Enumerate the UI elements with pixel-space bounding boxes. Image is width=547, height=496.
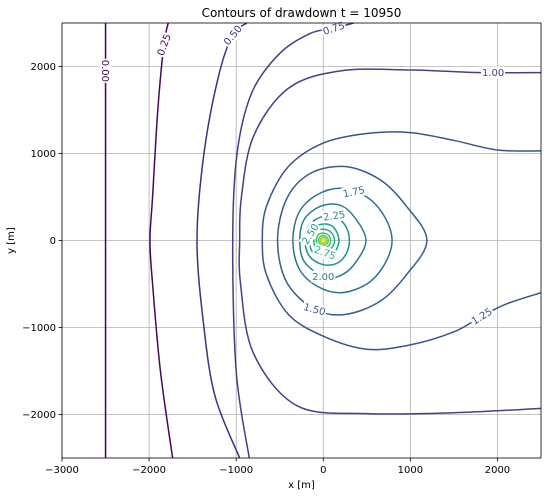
contour-label-bg — [320, 18, 348, 38]
y-tick-label: −2000 — [22, 410, 56, 421]
contour-label-group: 0.00 — [99, 58, 112, 83]
contour-label-bg — [99, 58, 112, 83]
contour-line — [292, 187, 393, 294]
contour-label-bg — [340, 183, 367, 201]
x-tick-label: 0 — [320, 465, 326, 476]
contour-label-group: 1.75 — [340, 183, 367, 201]
contour-label-group: 2.00 — [311, 270, 336, 283]
contour-line — [319, 236, 328, 245]
contour-label-bg — [220, 22, 246, 49]
contour-label-bg — [154, 31, 174, 59]
contour-label-bg — [481, 66, 506, 79]
contour-label-bg — [301, 300, 328, 319]
contour-label-bg — [468, 304, 496, 328]
y-tick-label: 1000 — [31, 149, 56, 160]
x-axis-label: x [m] — [288, 480, 315, 491]
contour-label: 2.00 — [312, 272, 334, 283]
contour-label-bg — [311, 242, 339, 263]
x-tick-label: −1000 — [219, 465, 253, 476]
x-axis-ticks: −3000 −2000 −1000 0 1000 2000 — [45, 458, 510, 476]
y-tick-label: 2000 — [31, 62, 56, 73]
y-tick-label: −1000 — [22, 323, 56, 334]
contour-line — [304, 215, 351, 266]
contour-label: 0.00 — [99, 60, 110, 82]
x-tick-label: −3000 — [45, 465, 79, 476]
chart-title: Contours of drawdown t = 10950 — [202, 6, 402, 20]
contour-label: 1.75 — [342, 185, 366, 200]
x-tick-label: 2000 — [485, 465, 510, 476]
contour-label-bg — [321, 208, 347, 224]
contour-label-bg — [311, 270, 336, 283]
well-point — [321, 238, 326, 243]
y-axis-ticks: −2000 −1000 0 1000 2000 — [22, 62, 62, 421]
contour-label: 2.25 — [323, 210, 347, 224]
contour-label-bg — [298, 220, 322, 248]
y-axis-label: y [m] — [6, 227, 17, 254]
contour-label: 1.00 — [482, 68, 504, 79]
x-tick-label: 1000 — [398, 465, 423, 476]
grid-lines — [61, 23, 541, 458]
x-tick-label: −2000 — [132, 465, 166, 476]
contour-label-group: 2.25 — [321, 208, 347, 224]
contour-line — [261, 131, 541, 351]
y-tick-label: 0 — [50, 236, 56, 247]
contour-line — [238, 68, 541, 415]
contour-label-group: 1.00 — [481, 66, 506, 79]
